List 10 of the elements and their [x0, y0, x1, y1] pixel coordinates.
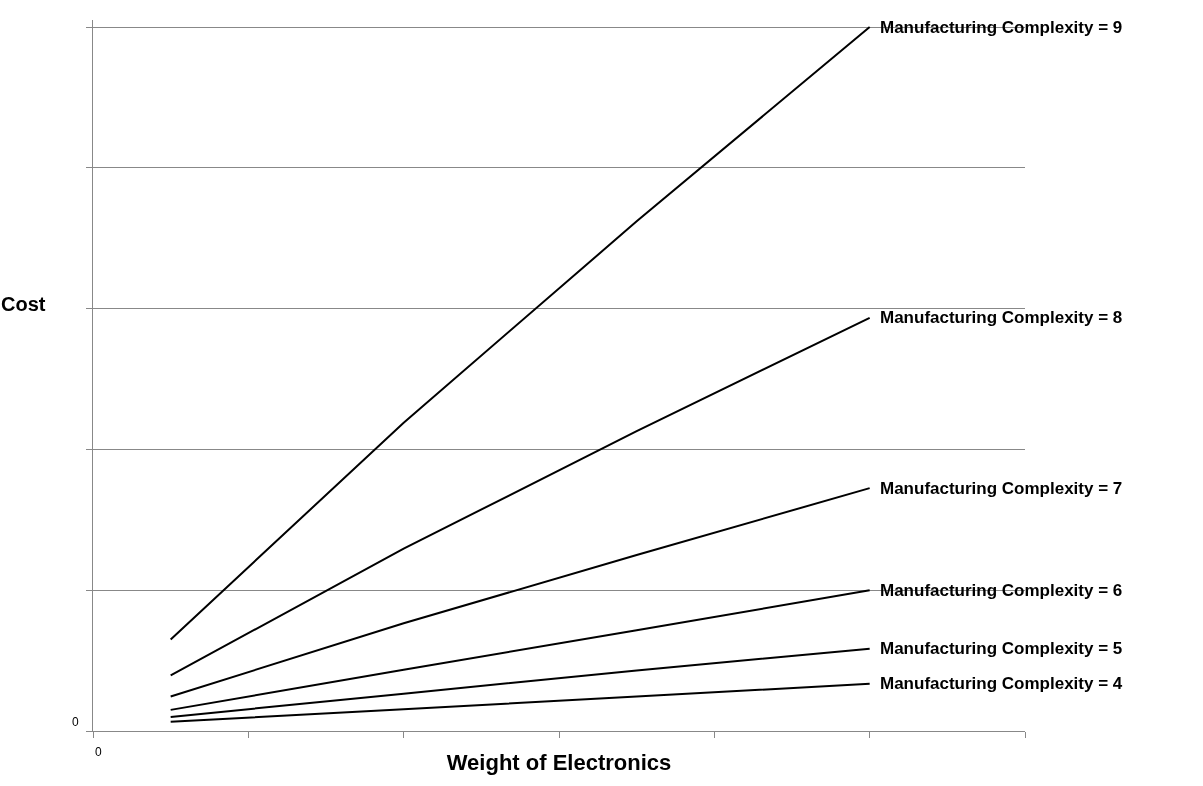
series-label: Manufacturing Complexity = 9	[880, 18, 1123, 37]
series-label: Manufacturing Complexity = 7	[880, 479, 1123, 498]
series-label: Manufacturing Complexity = 4	[880, 674, 1123, 693]
series-label: Manufacturing Complexity = 5	[880, 639, 1123, 658]
y-axis-title: Cost	[1, 293, 46, 315]
series-label: Manufacturing Complexity = 6	[880, 581, 1123, 600]
series-label: Manufacturing Complexity = 8	[880, 308, 1123, 327]
text: 0	[95, 745, 102, 759]
text: 0	[72, 715, 79, 729]
x-axis-title: Weight of Electronics	[446, 750, 672, 776]
